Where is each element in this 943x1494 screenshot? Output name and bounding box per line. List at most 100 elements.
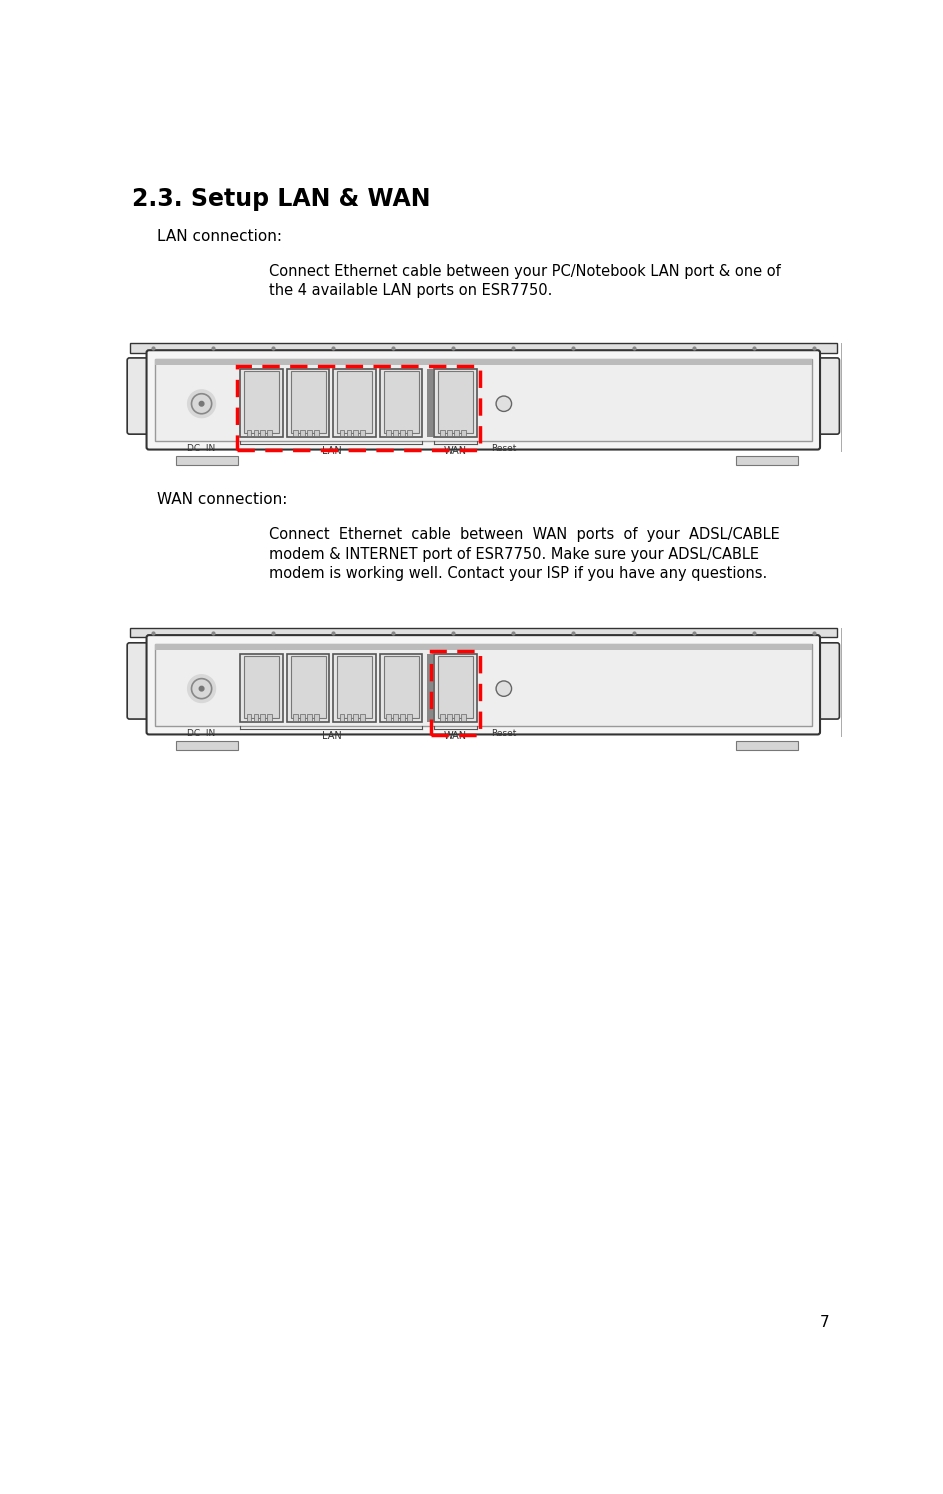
Text: modem & INTERNET port of ESR7750. Make sure your ADSL/CABLE: modem & INTERNET port of ESR7750. Make s… xyxy=(269,547,759,562)
Bar xyxy=(380,653,422,722)
Bar xyxy=(333,369,376,438)
Text: DC  IN: DC IN xyxy=(188,444,216,453)
Bar xyxy=(240,653,283,722)
Text: WAN: WAN xyxy=(444,447,467,457)
Bar xyxy=(246,430,251,436)
Bar xyxy=(736,456,799,465)
Bar xyxy=(386,714,390,720)
Bar xyxy=(427,369,433,438)
Bar xyxy=(400,430,405,436)
Bar xyxy=(176,741,238,750)
Bar xyxy=(155,359,812,441)
Bar xyxy=(447,430,452,436)
Bar xyxy=(287,653,329,722)
Bar xyxy=(438,656,472,719)
Bar xyxy=(314,430,319,436)
Bar xyxy=(393,714,398,720)
Bar xyxy=(290,371,325,433)
Bar xyxy=(333,653,376,722)
Bar xyxy=(155,644,812,650)
Bar xyxy=(438,371,472,433)
FancyBboxPatch shape xyxy=(127,642,155,719)
Bar xyxy=(300,430,305,436)
Circle shape xyxy=(496,681,511,696)
Text: modem is working well. Contact your ISP if you have any questions.: modem is working well. Contact your ISP … xyxy=(269,566,768,581)
Bar xyxy=(400,714,405,720)
Bar xyxy=(354,714,358,720)
Bar xyxy=(455,430,459,436)
FancyBboxPatch shape xyxy=(127,359,155,435)
Bar xyxy=(360,430,365,436)
Circle shape xyxy=(199,402,204,406)
Bar xyxy=(386,430,390,436)
Bar xyxy=(360,714,365,720)
Bar xyxy=(384,656,419,719)
Bar xyxy=(434,369,477,438)
Bar xyxy=(293,714,298,720)
Bar xyxy=(155,359,812,365)
FancyBboxPatch shape xyxy=(146,635,820,735)
Text: DC  IN: DC IN xyxy=(188,729,216,738)
Bar xyxy=(314,714,319,720)
Bar xyxy=(254,430,258,436)
Bar xyxy=(384,371,419,433)
Bar xyxy=(268,714,273,720)
Bar xyxy=(339,714,344,720)
Bar xyxy=(293,430,298,436)
Bar xyxy=(238,366,480,450)
Bar xyxy=(260,714,265,720)
Text: WAN connection:: WAN connection: xyxy=(157,492,287,506)
Text: Connect Ethernet cable between your PC/Notebook LAN port & one of: Connect Ethernet cable between your PC/N… xyxy=(269,264,781,279)
Text: 2.3. Setup LAN & WAN: 2.3. Setup LAN & WAN xyxy=(132,187,430,211)
Circle shape xyxy=(188,675,216,702)
Bar xyxy=(346,714,351,720)
Bar xyxy=(129,627,837,638)
Bar xyxy=(268,430,273,436)
Bar xyxy=(244,656,279,719)
Bar xyxy=(407,714,411,720)
Bar xyxy=(129,344,837,353)
Bar xyxy=(338,371,372,433)
Bar xyxy=(407,430,411,436)
Bar xyxy=(339,430,344,436)
Bar xyxy=(736,741,799,750)
Bar xyxy=(287,369,329,438)
FancyBboxPatch shape xyxy=(812,642,839,719)
Bar xyxy=(346,430,351,436)
Bar xyxy=(176,456,238,465)
Bar xyxy=(300,714,305,720)
Circle shape xyxy=(496,396,511,411)
Bar xyxy=(461,430,466,436)
Bar xyxy=(246,714,251,720)
Bar xyxy=(447,714,452,720)
Bar xyxy=(380,369,422,438)
Text: WAN: WAN xyxy=(444,732,467,741)
Bar xyxy=(254,714,258,720)
Bar xyxy=(440,430,445,436)
Circle shape xyxy=(188,390,216,418)
FancyBboxPatch shape xyxy=(812,359,839,435)
Bar xyxy=(307,714,311,720)
Text: LAN: LAN xyxy=(322,732,341,741)
Bar xyxy=(290,656,325,719)
Bar xyxy=(434,653,477,722)
FancyBboxPatch shape xyxy=(146,350,820,450)
Bar xyxy=(354,430,358,436)
Bar xyxy=(244,371,279,433)
Text: 7: 7 xyxy=(819,1315,829,1330)
Bar xyxy=(240,369,283,438)
Bar xyxy=(427,653,433,722)
Bar xyxy=(393,430,398,436)
Bar xyxy=(155,644,812,726)
Bar xyxy=(440,714,445,720)
Bar xyxy=(260,430,265,436)
Text: LAN connection:: LAN connection: xyxy=(157,230,282,245)
Text: Reset: Reset xyxy=(491,444,517,453)
Bar xyxy=(461,714,466,720)
Bar xyxy=(431,650,480,735)
Text: LAN: LAN xyxy=(322,447,341,457)
Bar xyxy=(307,430,311,436)
Text: the 4 available LAN ports on ESR7750.: the 4 available LAN ports on ESR7750. xyxy=(269,284,553,299)
Text: Connect  Ethernet  cable  between  WAN  ports  of  your  ADSL/CABLE: Connect Ethernet cable between WAN ports… xyxy=(269,527,780,542)
Bar xyxy=(455,714,459,720)
